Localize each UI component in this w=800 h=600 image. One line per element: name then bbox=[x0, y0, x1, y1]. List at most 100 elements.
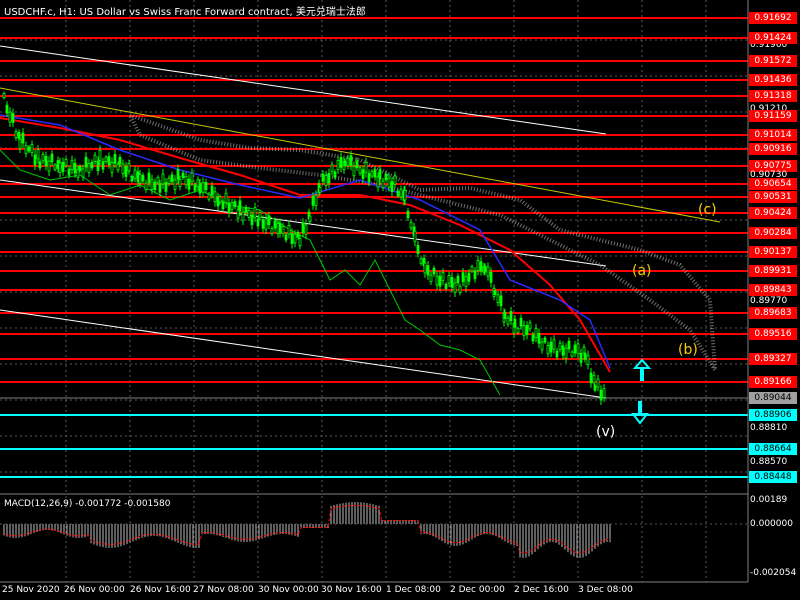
price-level-tag: 0.89166 bbox=[749, 376, 797, 388]
candle-body bbox=[403, 190, 407, 201]
candle-body bbox=[14, 131, 18, 139]
candle-body bbox=[2, 93, 6, 98]
candle-body bbox=[33, 154, 37, 166]
candle-body bbox=[284, 234, 288, 241]
candle-body bbox=[11, 112, 15, 123]
candle-body bbox=[298, 238, 302, 247]
candle-body bbox=[121, 163, 125, 174]
candle-body bbox=[419, 258, 423, 264]
price-level-tag: 0.88448 bbox=[749, 471, 797, 483]
candle-body bbox=[116, 163, 120, 171]
candle-body bbox=[378, 169, 382, 180]
chart-grid bbox=[0, 0, 748, 582]
candle-body bbox=[256, 218, 260, 227]
candle-body bbox=[373, 169, 377, 178]
candle-body bbox=[227, 202, 231, 214]
candle-body bbox=[5, 104, 9, 114]
candle-body bbox=[435, 275, 439, 286]
price-level-tag: 0.90775 bbox=[749, 160, 797, 172]
candle-body bbox=[308, 215, 312, 222]
time-axis: 25 Nov 2020 26 Nov 00:00 26 Nov 16:00 27… bbox=[0, 582, 748, 600]
candle-body bbox=[130, 175, 134, 182]
candle-body bbox=[534, 328, 538, 339]
candle-body bbox=[90, 161, 94, 169]
candle-body bbox=[278, 222, 282, 234]
candle-body bbox=[361, 169, 365, 180]
candle-body bbox=[531, 334, 535, 342]
current-price-tag: 0.89044 bbox=[749, 392, 797, 404]
price-label: 0.88570 bbox=[750, 457, 788, 467]
down-arrow-icon bbox=[630, 401, 650, 425]
candle-body bbox=[176, 169, 180, 180]
candle-body bbox=[167, 177, 171, 184]
candle-body bbox=[67, 168, 71, 176]
candle-body bbox=[473, 270, 477, 280]
candle-body bbox=[144, 182, 148, 191]
candle-body bbox=[450, 277, 454, 288]
candle-body bbox=[156, 177, 160, 183]
candle-body bbox=[528, 322, 532, 330]
macd-signal-line bbox=[3, 504, 611, 554]
candle-body bbox=[339, 156, 343, 168]
candle-body bbox=[343, 160, 347, 167]
candle-body bbox=[147, 172, 151, 183]
candle-body bbox=[64, 159, 68, 166]
candle-body bbox=[47, 160, 51, 172]
candle-body bbox=[393, 175, 397, 185]
candle-body bbox=[486, 266, 490, 277]
price-level-tag: 0.91572 bbox=[749, 55, 797, 67]
candle-body bbox=[181, 172, 185, 179]
candle-body bbox=[270, 228, 274, 234]
candle-body bbox=[24, 145, 28, 154]
candle-body bbox=[70, 159, 74, 171]
candle-body bbox=[233, 201, 237, 207]
candle-body bbox=[267, 215, 271, 226]
candle-body bbox=[170, 174, 174, 182]
price-level-tag: 0.91436 bbox=[749, 74, 797, 86]
candle-body bbox=[476, 260, 480, 271]
candle-body bbox=[467, 272, 471, 282]
candle-body bbox=[250, 214, 254, 226]
candle-body bbox=[537, 333, 541, 344]
candle-body bbox=[496, 294, 500, 303]
candle-body bbox=[178, 178, 182, 188]
candle-body bbox=[384, 173, 388, 181]
candle-body bbox=[399, 188, 403, 198]
macd-axis-label: -0.002054 bbox=[750, 568, 797, 578]
candle-body bbox=[509, 311, 513, 322]
candle-body bbox=[61, 161, 65, 172]
candle-body bbox=[98, 150, 102, 161]
candle-body bbox=[104, 156, 108, 163]
candle-body bbox=[506, 317, 510, 325]
wave-label-a: (a) bbox=[632, 263, 652, 279]
candle-body bbox=[333, 171, 337, 178]
time-label: 3 Dec 08:00 bbox=[578, 585, 633, 595]
price-label: 0.91960 bbox=[750, 40, 788, 50]
candle-body bbox=[201, 182, 205, 193]
candle-body bbox=[599, 389, 603, 401]
candle-body bbox=[349, 155, 353, 166]
time-label: 2 Dec 16:00 bbox=[514, 585, 569, 595]
macd-panel bbox=[0, 502, 748, 558]
channel-line bbox=[0, 45, 607, 135]
candle-body bbox=[218, 196, 222, 203]
candle-body bbox=[27, 146, 31, 152]
candle-body bbox=[81, 168, 85, 178]
candle-body bbox=[150, 179, 154, 190]
candle-body bbox=[447, 275, 451, 284]
candle-body bbox=[387, 177, 391, 188]
candle-body bbox=[87, 163, 91, 173]
candle-body bbox=[58, 162, 62, 173]
price-label: 0.91210 bbox=[750, 104, 788, 114]
price-level-tag: 0.90531 bbox=[749, 191, 797, 203]
candle-body bbox=[543, 337, 547, 343]
horizontal-levels bbox=[0, 17, 748, 478]
candle-body bbox=[522, 325, 526, 336]
candle-body bbox=[552, 339, 556, 350]
candle-body bbox=[244, 207, 248, 213]
candle-body bbox=[204, 182, 208, 191]
candle-body bbox=[503, 311, 507, 319]
candle-body bbox=[253, 207, 257, 218]
candle-body bbox=[549, 341, 553, 353]
